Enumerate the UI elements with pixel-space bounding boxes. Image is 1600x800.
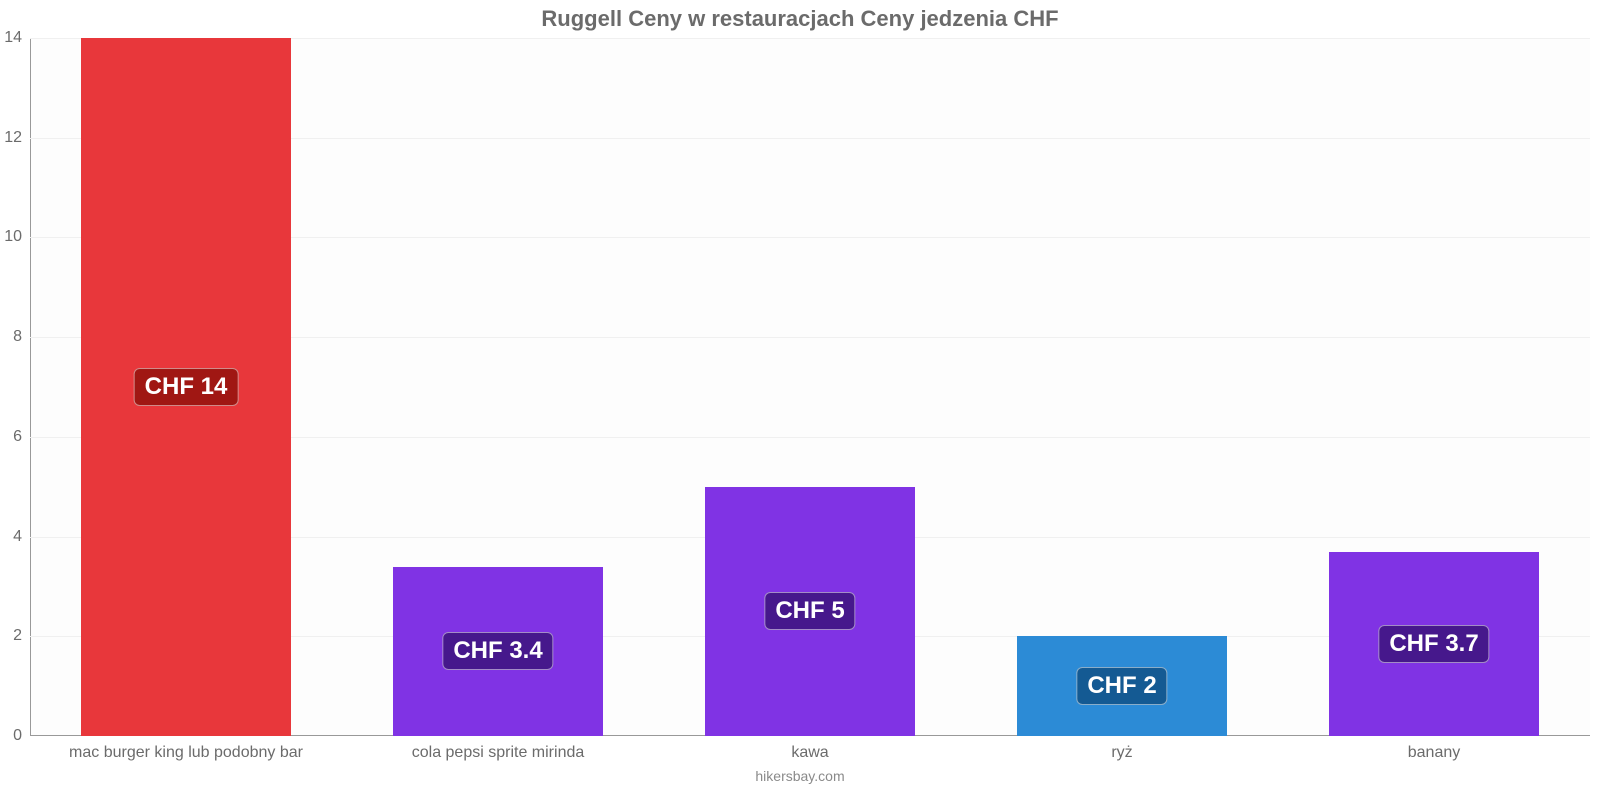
- y-tick-label: 14: [4, 29, 30, 47]
- y-tick-label: 4: [13, 528, 30, 546]
- value-badge: CHF 14: [134, 368, 239, 406]
- plot-area: 02468101214mac burger king lub podobny b…: [30, 38, 1590, 736]
- x-tick-label: mac burger king lub podobny bar: [69, 736, 303, 762]
- x-tick-label: ryż: [1111, 736, 1132, 762]
- y-tick-label: 12: [4, 129, 30, 147]
- y-tick-label: 8: [13, 328, 30, 346]
- x-tick-label: banany: [1408, 736, 1461, 762]
- price-bar-chart: Ruggell Ceny w restauracjach Ceny jedzen…: [0, 0, 1600, 800]
- value-badge: CHF 3.4: [442, 632, 553, 670]
- value-badge: CHF 5: [764, 592, 855, 630]
- chart-title: Ruggell Ceny w restauracjach Ceny jedzen…: [0, 6, 1600, 32]
- y-tick-label: 2: [13, 627, 30, 645]
- y-tick-label: 0: [13, 727, 30, 745]
- value-badge: CHF 2: [1076, 667, 1167, 705]
- y-tick-label: 6: [13, 428, 30, 446]
- x-tick-label: cola pepsi sprite mirinda: [412, 736, 585, 762]
- x-tick-label: kawa: [791, 736, 828, 762]
- value-badge: CHF 3.7: [1378, 625, 1489, 663]
- y-tick-label: 10: [4, 228, 30, 246]
- y-axis-line: [30, 38, 31, 736]
- chart-footer: hikersbay.com: [0, 768, 1600, 784]
